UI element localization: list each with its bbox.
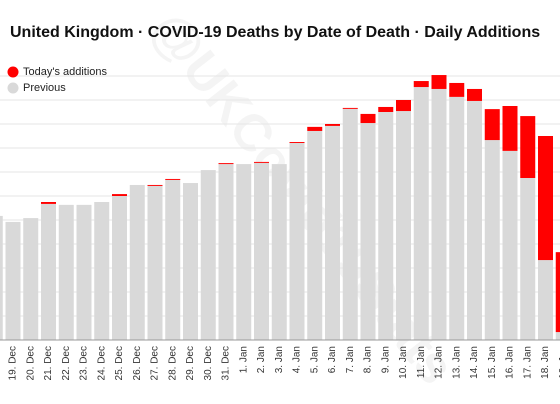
bar-segment: [449, 96, 465, 340]
bar-segment: [484, 140, 500, 340]
x-tick-label: 18. Jan: [540, 346, 551, 379]
bar-segment: [502, 150, 518, 340]
bar-segment: [396, 100, 411, 112]
bar-segment: [538, 136, 553, 261]
bar-segment: [23, 218, 39, 340]
x-tick-label: 20. Dec: [25, 346, 36, 380]
x-tick-label: 21. Dec: [43, 346, 54, 380]
x-tick-label: 11. Jan: [416, 346, 427, 378]
bar-segment: [76, 204, 92, 340]
bar-segment: [218, 164, 234, 340]
legend-swatch: [7, 66, 19, 78]
legend-label: Previous: [23, 82, 66, 94]
bar-segment: [0, 215, 3, 340]
bar-segment: [325, 124, 340, 126]
bar-segment: [254, 161, 269, 163]
bar-segment: [307, 130, 323, 340]
bar-segment: [413, 87, 429, 340]
bar-segment: [183, 183, 198, 340]
bar-segment: [431, 88, 447, 341]
bar-segment: [520, 116, 536, 178]
bar-segment: [289, 142, 305, 340]
bar-segment: [467, 88, 482, 101]
x-tick-label: 16. Jan: [505, 346, 516, 379]
x-tick-label: 8. Jan: [363, 346, 374, 373]
bar-segment: [41, 202, 56, 204]
bar-segment: [147, 185, 163, 340]
bar-segment: [396, 111, 411, 340]
x-tick-label: 17. Jan: [522, 346, 533, 379]
x-tick-label: 25. Dec: [114, 346, 125, 380]
x-tick-label: 30. Dec: [203, 346, 214, 380]
bar-segment: [325, 125, 340, 340]
x-tick-label: 19. Dec: [8, 346, 19, 380]
bar-segment: [94, 202, 110, 340]
legend-label: Today's additions: [23, 66, 108, 78]
x-tick-label: 24. Dec: [96, 346, 107, 380]
bar-segment: [449, 82, 465, 97]
chart-title: United Kingdom · COVID-19 Deaths by Date…: [10, 24, 540, 41]
x-tick-label: 14. Jan: [469, 346, 480, 379]
bar-segment: [555, 332, 560, 340]
bar-segment: [254, 162, 269, 340]
bar-segment: [289, 142, 305, 143]
bar-segment: [378, 106, 394, 112]
bar-segment: [218, 163, 234, 165]
x-tick-label: 27. Dec: [150, 346, 161, 380]
bar-segment: [112, 196, 127, 340]
bar-segment: [360, 123, 376, 340]
bar-segment: [484, 109, 500, 141]
bar-segment: [538, 260, 553, 340]
bar-segment: [129, 184, 145, 340]
bar-segment: [200, 170, 216, 340]
x-tick-label: 29. Dec: [185, 346, 196, 380]
x-tick-label: 23. Dec: [79, 346, 90, 380]
bar-segment: [520, 178, 536, 340]
x-tick-label: 10. Jan: [398, 346, 409, 379]
x-tick-label: 5. Jan: [309, 346, 320, 373]
x-tick-label: 7. Jan: [345, 346, 356, 373]
bar-segment: [307, 126, 323, 131]
x-tick-label: 19. Jan: [558, 346, 560, 379]
x-tick-label: 26. Dec: [132, 346, 143, 380]
x-tick-label: 4. Jan: [292, 346, 303, 373]
bar-segment: [413, 81, 429, 88]
bar-segment: [555, 252, 560, 333]
bar-segment: [165, 179, 181, 340]
legend-swatch: [7, 82, 19, 94]
x-tick-label: 22. Dec: [61, 346, 72, 380]
bar-segment: [467, 100, 482, 341]
bar-segment: [5, 221, 21, 340]
bar-segment: [360, 113, 376, 124]
bar-segment: [112, 194, 127, 196]
bar-segment: [342, 107, 358, 109]
x-tick-label: 15. Jan: [487, 346, 498, 379]
bar-segment: [41, 203, 56, 340]
x-tick-label: 1. Jan: [238, 346, 249, 373]
bar-segment: [271, 164, 287, 340]
x-tick-label: 13. Jan: [451, 346, 462, 379]
bar-segment: [147, 184, 163, 186]
bar-segment: [236, 164, 252, 340]
bar-segment: [431, 75, 447, 89]
x-tick-label: 9. Jan: [380, 346, 391, 373]
x-tick-label: 31. Dec: [221, 346, 232, 380]
x-tick-label: 12. Jan: [434, 346, 445, 379]
x-tick-label: 3. Jan: [274, 346, 285, 373]
bar-segment: [378, 112, 394, 340]
bar-segment: [342, 108, 358, 340]
bar-segment: [502, 106, 518, 151]
bar-segment: [58, 204, 74, 340]
x-tick-label: 28. Dec: [167, 346, 178, 380]
bar-segment: [165, 178, 181, 180]
x-tick-label: 2. Jan: [256, 346, 267, 373]
x-tick-label: 6. Jan: [327, 346, 338, 373]
